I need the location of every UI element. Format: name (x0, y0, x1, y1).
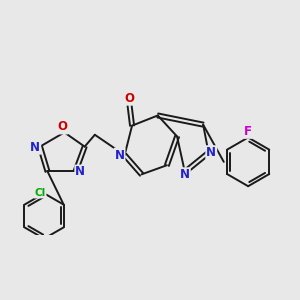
Text: O: O (58, 121, 68, 134)
Text: O: O (124, 92, 134, 105)
Text: Cl: Cl (34, 188, 46, 198)
Text: N: N (115, 148, 124, 162)
Text: N: N (206, 146, 216, 159)
Text: N: N (180, 168, 190, 181)
Text: N: N (30, 141, 40, 154)
Text: F: F (244, 125, 252, 138)
Text: N: N (75, 166, 85, 178)
